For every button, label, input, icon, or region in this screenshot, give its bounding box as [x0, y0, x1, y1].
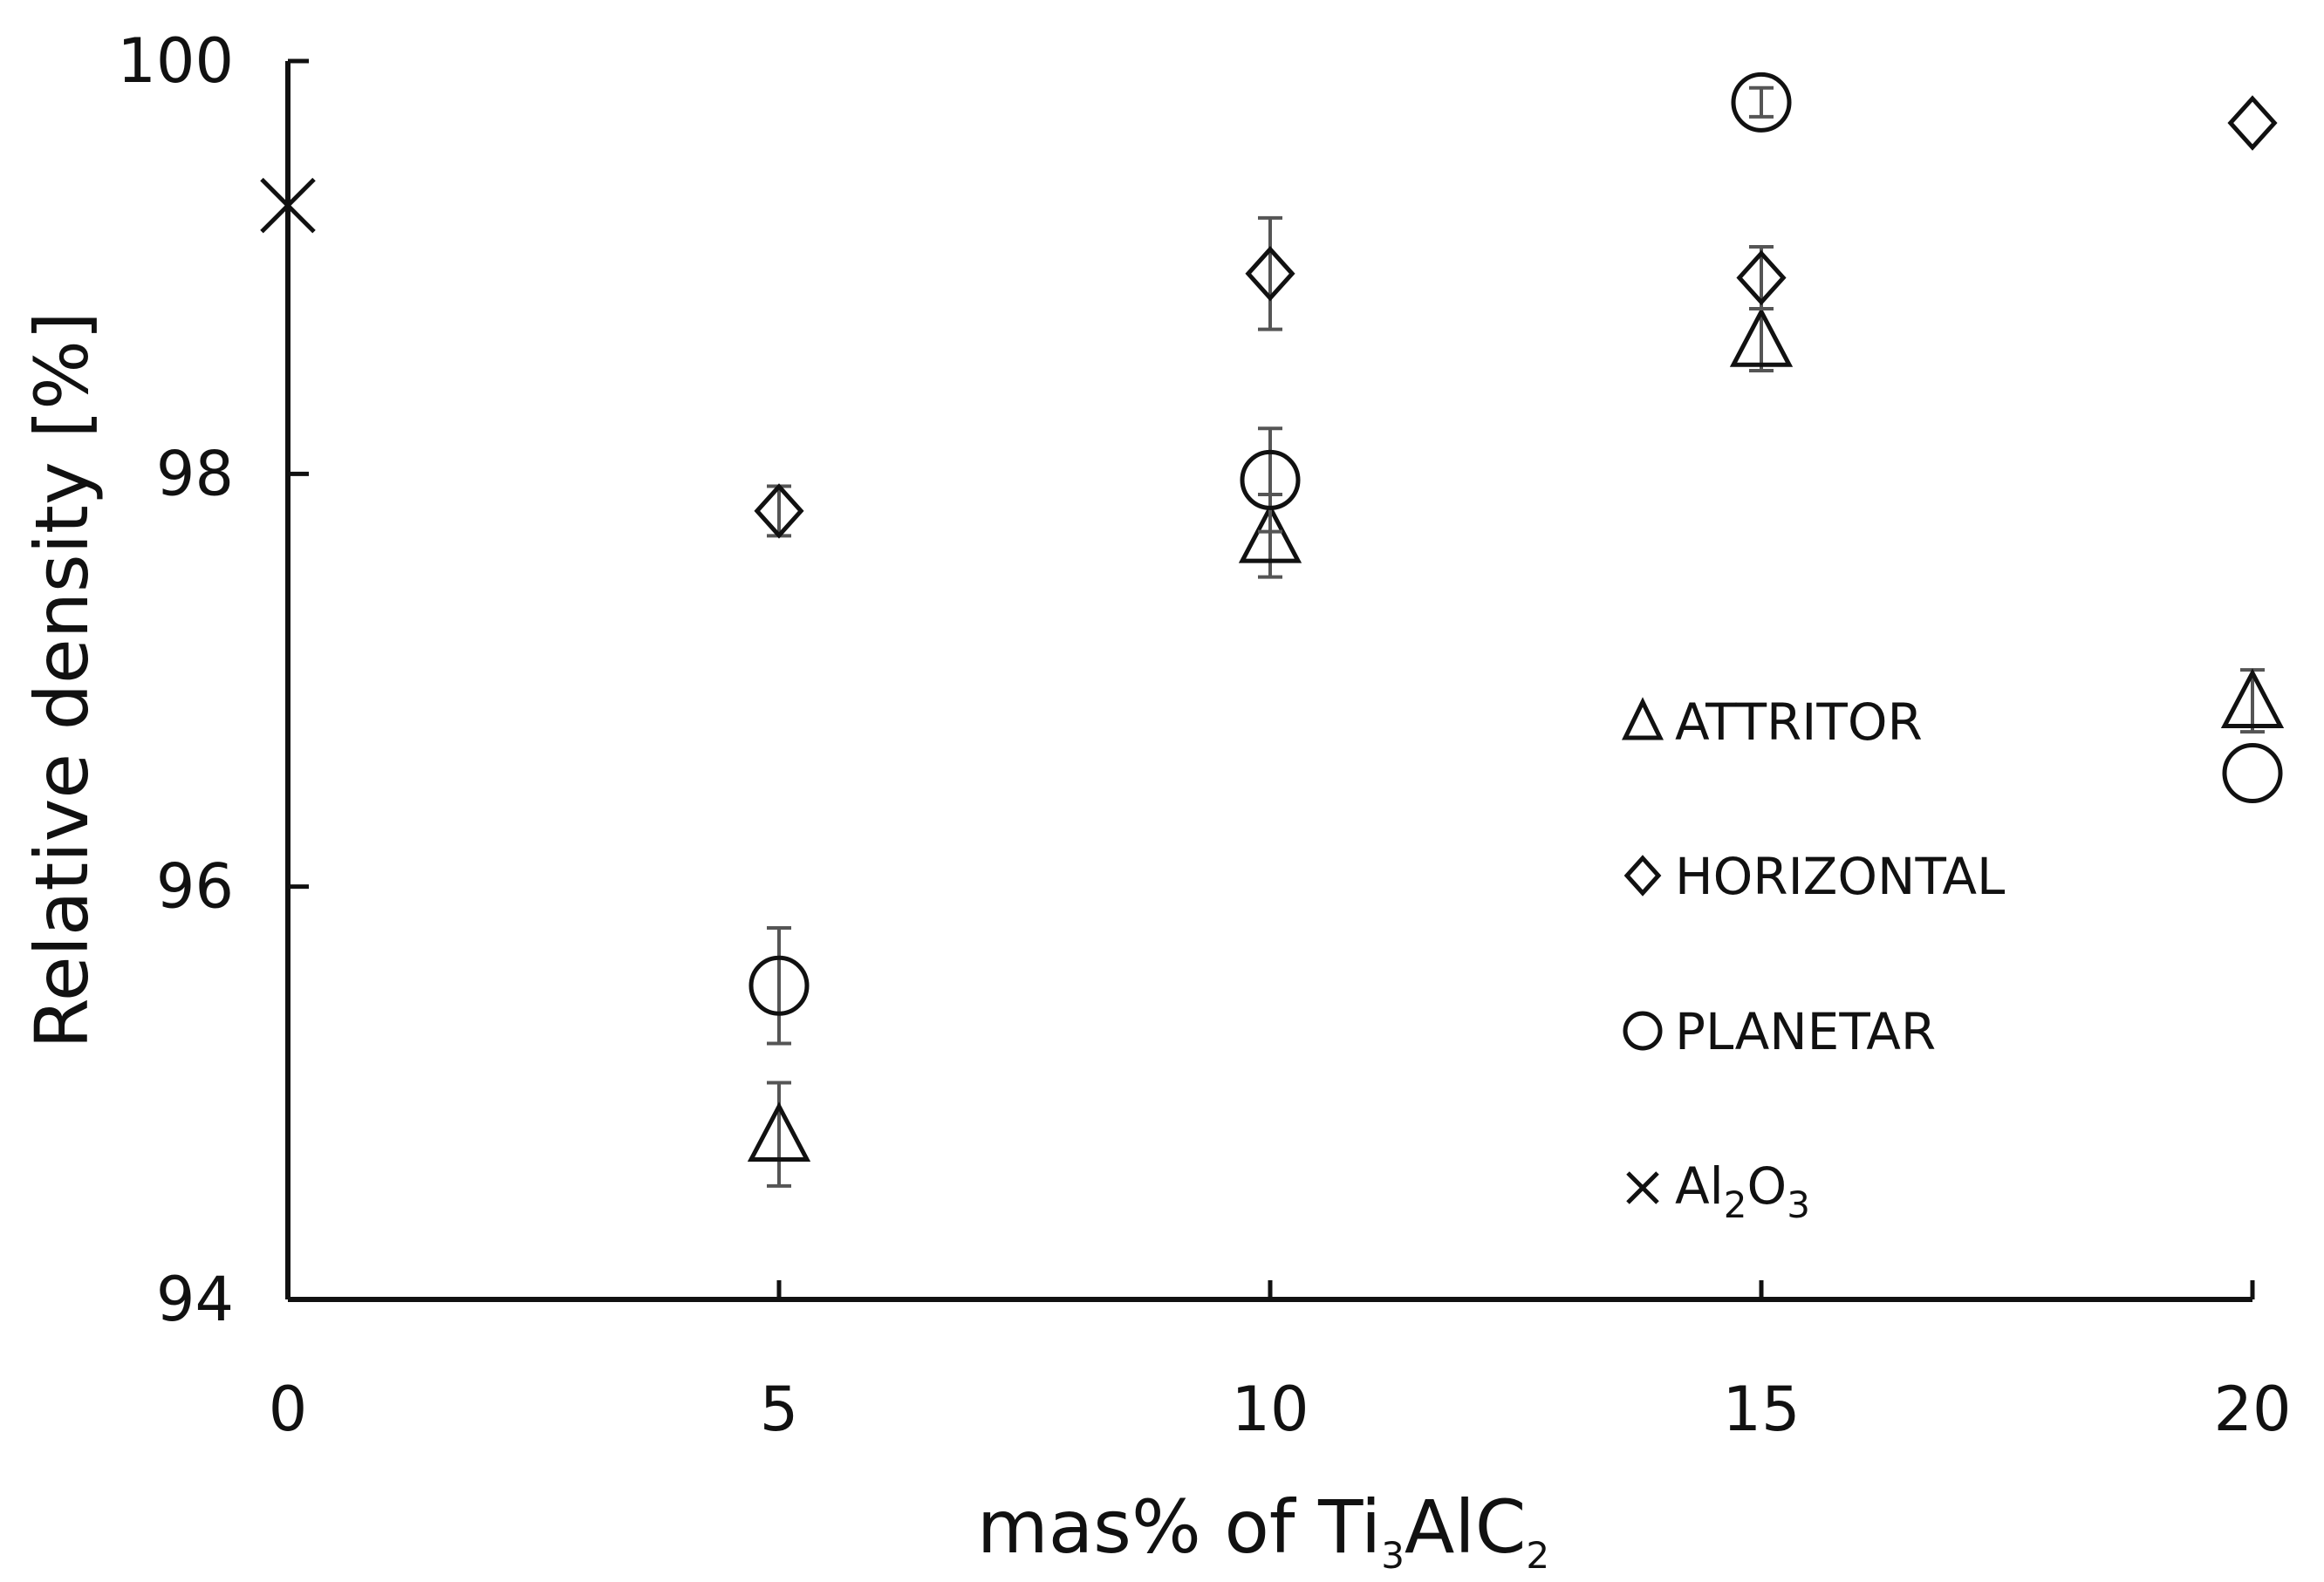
x-tick-label: 10 [1231, 1374, 1309, 1445]
legend-label-horizontal: HORIZONTAL [1675, 847, 2005, 906]
error-bar [2240, 668, 2265, 734]
y-axis-title: Relative density [%] [19, 311, 105, 1049]
data-point-diamond [1245, 246, 1295, 302]
x-tick-label: 5 [760, 1374, 799, 1445]
data-point-diamond [754, 483, 804, 539]
data-point-cross [260, 177, 316, 234]
error-bar [767, 1081, 791, 1188]
error-bar [1258, 426, 1282, 534]
legend-label-al2o3: Al2O3 [1675, 1156, 1810, 1226]
series-attritor [747, 307, 2285, 1188]
data-point-circle [2222, 743, 2283, 803]
error-bar [1258, 215, 1282, 331]
x-axis-title: mas% of Ti3AlC2 [977, 1484, 1549, 1577]
x-tick-label: 15 [1722, 1374, 1800, 1445]
legend-item-attritor: ATTRITOR [1621, 692, 1923, 752]
y-tick-label: 94 [156, 1264, 234, 1335]
legend: ATTRITOR HORIZONTAL PLANETAR Al2O3 [1621, 692, 2005, 1226]
error-bar [767, 926, 791, 1046]
legend-item-al2o3: Al2O3 [1626, 1156, 1810, 1226]
legend-triangle-icon [1621, 697, 1664, 740]
legend-label-attritor: ATTRITOR [1675, 692, 1923, 752]
series-al2o3 [260, 177, 316, 234]
error-bar [1749, 85, 1774, 119]
y-tick-label: 96 [156, 851, 234, 923]
y-tick-label: 98 [156, 438, 234, 509]
x-tick-label: 0 [269, 1374, 308, 1445]
series-horizontal [754, 95, 2278, 539]
x-axis-title-main: mas% of Ti [977, 1484, 1381, 1570]
y-ticks: 94 96 98 100 [117, 25, 309, 1335]
data-marks [260, 72, 2285, 1188]
data-point-circle [1731, 72, 1792, 133]
data-point-triangle [2220, 668, 2285, 728]
legend-label-planetar: PLANETAR [1675, 1002, 1936, 1061]
data-point-circle [1240, 449, 1301, 510]
error-bar [1749, 307, 1774, 372]
x-axis-title-sub2: 2 [1526, 1534, 1549, 1577]
legend-item-horizontal: HORIZONTAL [1623, 847, 2005, 906]
y-tick-label: 100 [117, 25, 234, 97]
error-bar [1749, 245, 1774, 310]
series-planetar [748, 72, 2283, 1046]
legend-item-planetar: PLANETAR [1623, 1002, 1936, 1061]
data-point-circle [748, 955, 810, 1016]
data-point-triangle [1729, 307, 1794, 367]
data-point-diamond [1736, 249, 1787, 306]
x-tick-label: 20 [2213, 1374, 2291, 1445]
legend-diamond-icon [1623, 855, 1662, 897]
legend-circle-icon [1623, 1011, 1663, 1051]
x-axis-title-sub1: 3 [1381, 1534, 1405, 1577]
data-point-triangle [747, 1101, 811, 1162]
data-point-diamond [2227, 95, 2278, 151]
legend-cross-icon [1626, 1171, 1659, 1204]
data-point-triangle [1238, 502, 1302, 563]
x-ticks: 0 5 10 15 20 [269, 1280, 2292, 1445]
x-axis-title-mid: AlC [1405, 1484, 1526, 1570]
